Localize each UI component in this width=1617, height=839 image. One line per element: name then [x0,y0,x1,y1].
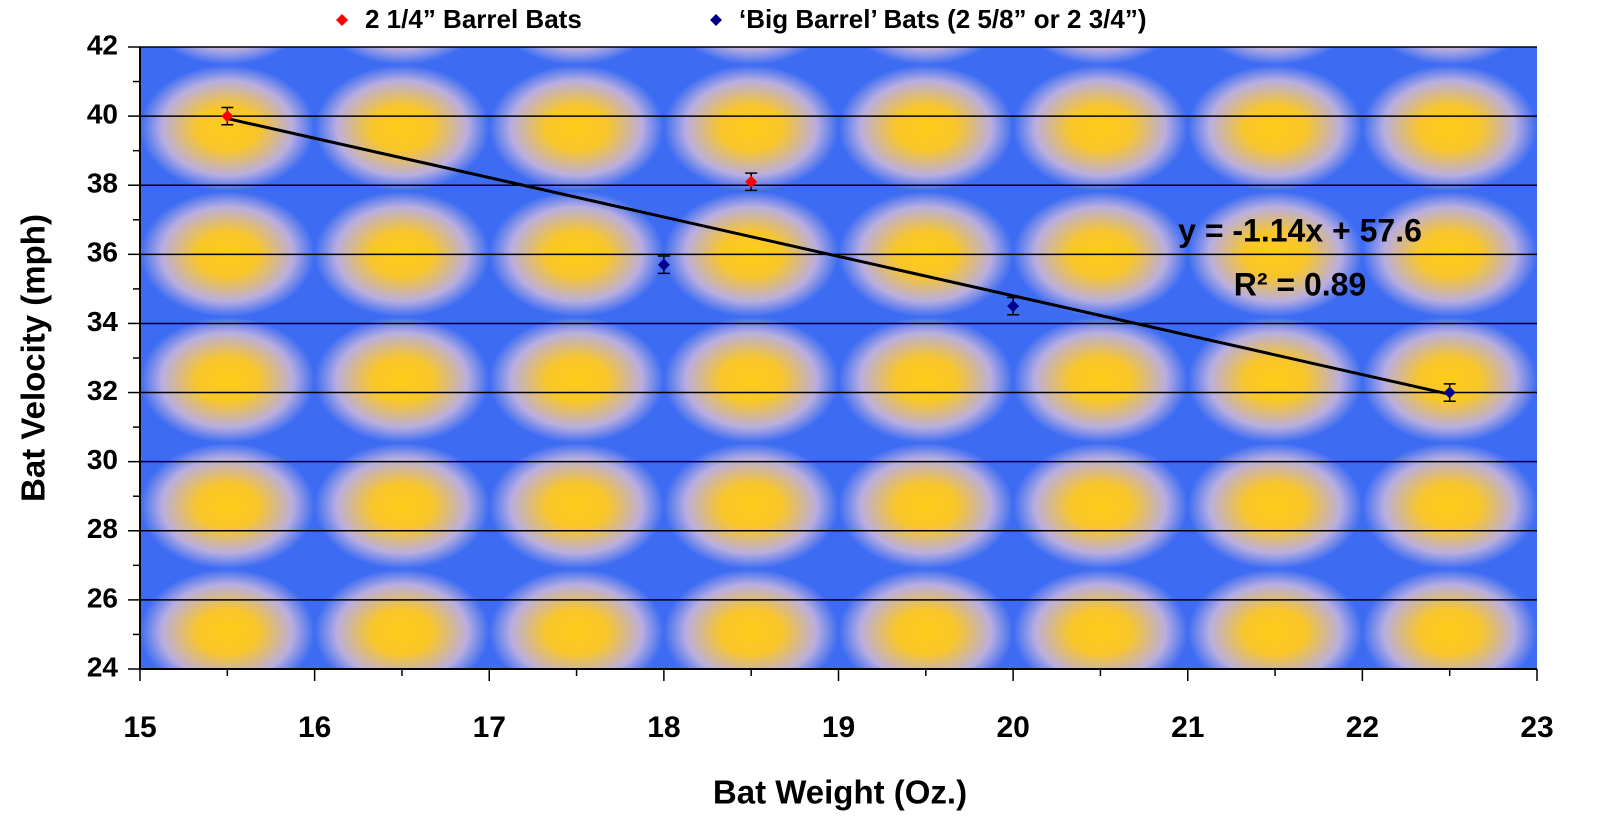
x-tick-label: 17 [473,711,506,744]
chart: Bat Weight (Oz.) Bat Velocity (mph) 24 26… [0,0,1617,839]
legend-label: ‘Big Barrel’ Bats (2 5/8” or 2 3/4”) [739,4,1147,34]
x-tick-label: 18 [647,711,680,744]
y-tick-label: 24 [87,651,119,682]
legend-label: 2 1/4” Barrel Bats [365,4,582,34]
plot-background [140,47,1537,669]
x-tick-label: 16 [298,711,331,744]
y-tick-label: 26 [87,582,118,613]
trendline-r-squared: R² = 0.89 [1234,266,1367,302]
x-axis-title: Bat Weight (Oz.) [713,774,967,811]
y-tick-label: 36 [87,237,118,268]
y-tick-label: 34 [87,306,119,337]
y-axis-title: Bat Velocity (mph) [15,214,52,502]
legend-marker [336,14,348,26]
trendline-equation: y = -1.14x + 57.6 [1178,212,1422,248]
x-tick-label: 22 [1346,711,1379,744]
x-tick-label: 20 [996,711,1029,744]
y-tick-label: 28 [87,513,118,544]
y-tick-label: 32 [87,375,118,406]
x-tick-label: 15 [123,711,156,744]
x-tick-label: 21 [1171,711,1204,744]
legend-marker [710,14,722,26]
y-tick-label: 42 [87,29,118,60]
x-tick-label: 19 [822,711,855,744]
page: Bat Weight (Oz.) Bat Velocity (mph) 24 26… [0,0,1617,839]
x-tick-label: 23 [1520,711,1553,744]
y-tick-label: 30 [87,444,118,475]
y-tick-label: 40 [87,99,118,130]
y-tick-label: 38 [87,168,118,199]
